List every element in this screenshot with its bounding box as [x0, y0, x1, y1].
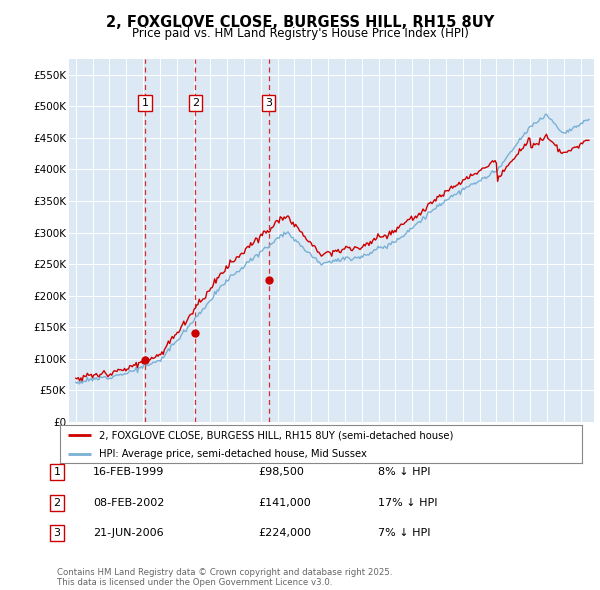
Text: 21-JUN-2006: 21-JUN-2006 — [93, 529, 164, 538]
Text: 2, FOXGLOVE CLOSE, BURGESS HILL, RH15 8UY (semi-detached house): 2, FOXGLOVE CLOSE, BURGESS HILL, RH15 8U… — [99, 430, 454, 440]
Text: 2: 2 — [192, 98, 199, 108]
Text: 16-FEB-1999: 16-FEB-1999 — [93, 467, 164, 477]
Text: 2: 2 — [53, 498, 61, 507]
Text: 1: 1 — [53, 467, 61, 477]
Text: 17% ↓ HPI: 17% ↓ HPI — [378, 498, 437, 507]
Text: £224,000: £224,000 — [258, 529, 311, 538]
Text: HPI: Average price, semi-detached house, Mid Sussex: HPI: Average price, semi-detached house,… — [99, 448, 367, 458]
Text: 7% ↓ HPI: 7% ↓ HPI — [378, 529, 431, 538]
Text: 2, FOXGLOVE CLOSE, BURGESS HILL, RH15 8UY: 2, FOXGLOVE CLOSE, BURGESS HILL, RH15 8U… — [106, 15, 494, 30]
Text: Contains HM Land Registry data © Crown copyright and database right 2025.
This d: Contains HM Land Registry data © Crown c… — [57, 568, 392, 587]
Text: £141,000: £141,000 — [258, 498, 311, 507]
Text: 1: 1 — [142, 98, 149, 108]
Text: 3: 3 — [53, 529, 61, 538]
Text: £98,500: £98,500 — [258, 467, 304, 477]
Text: 8% ↓ HPI: 8% ↓ HPI — [378, 467, 431, 477]
Text: 3: 3 — [265, 98, 272, 108]
Text: Price paid vs. HM Land Registry's House Price Index (HPI): Price paid vs. HM Land Registry's House … — [131, 27, 469, 40]
Text: 08-FEB-2002: 08-FEB-2002 — [93, 498, 164, 507]
